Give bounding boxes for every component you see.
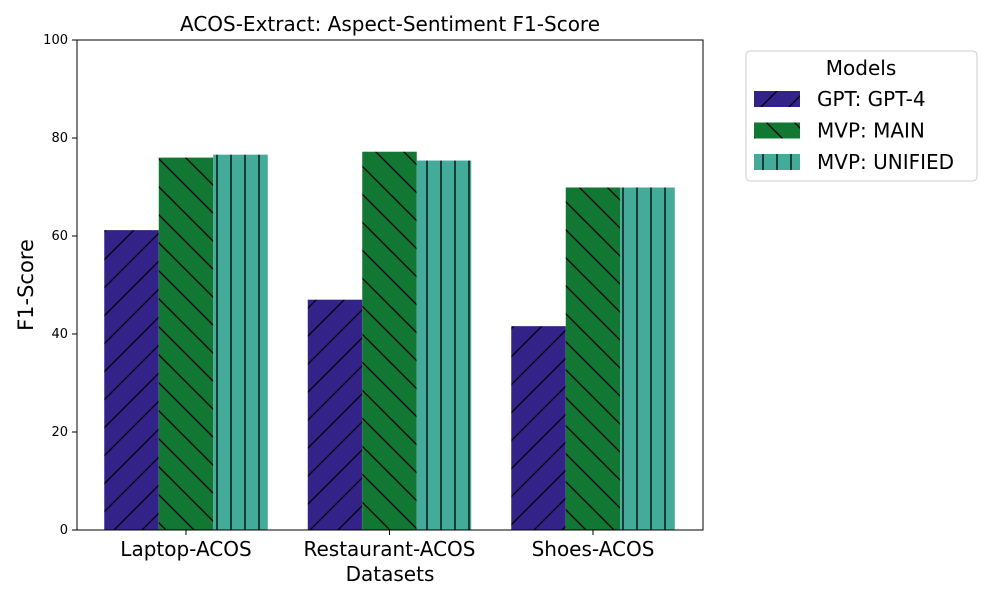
x-tick-label: Restaurant-ACOS xyxy=(303,537,475,561)
legend-swatch xyxy=(754,91,800,107)
bar-gpt-gpt-4-restaurant-acos xyxy=(307,299,363,530)
legend-label: MVP: MAIN xyxy=(817,119,925,143)
y-tick-label: 100 xyxy=(43,33,68,48)
y-tick-label: 20 xyxy=(51,425,68,440)
legend-swatch xyxy=(754,154,800,170)
bar-gpt-gpt-4-laptop-acos xyxy=(104,230,159,530)
x-tick-label: Shoes-ACOS xyxy=(532,537,655,561)
y-axis-label: F1-Score xyxy=(14,239,38,331)
bar-mvp-main-restaurant-acos xyxy=(362,151,417,530)
bar-mvp-unified-shoes-acos xyxy=(620,187,675,531)
legend-title: Models xyxy=(826,56,896,80)
x-axis-label: Datasets xyxy=(346,562,435,586)
bar-gpt-gpt-4-shoes-acos xyxy=(511,326,566,530)
y-tick-label: 40 xyxy=(51,327,68,342)
legend-label: MVP: UNIFIED xyxy=(817,150,954,174)
legend-label: GPT: GPT-4 xyxy=(817,87,926,111)
bar-mvp-main-laptop-acos xyxy=(158,157,214,530)
plot-area: 0 20 40 60 80 100 Laptop-ACOS Restaurant-ACOS Sh… xyxy=(43,33,675,561)
y-tick-label: 60 xyxy=(51,229,68,244)
legend-frame xyxy=(745,50,978,182)
y-tick-label: 80 xyxy=(51,131,68,146)
x-tick-label: Laptop-ACOS xyxy=(120,537,251,561)
chart-title: ACOS-Extract: Aspect-Sentiment F1-Score xyxy=(180,12,600,36)
legend-swatch xyxy=(754,122,800,139)
bar-mvp-unified-laptop-acos xyxy=(213,154,268,530)
bar-mvp-main-shoes-acos xyxy=(565,187,621,531)
bar-mvp-unified-restaurant-acos xyxy=(416,160,472,531)
plot-frame xyxy=(76,39,704,531)
y-tick-label: 0 xyxy=(60,523,68,538)
legend: Models GPT: GPT-4 MVP: MAIN MVP: UNIFIED xyxy=(745,50,978,182)
